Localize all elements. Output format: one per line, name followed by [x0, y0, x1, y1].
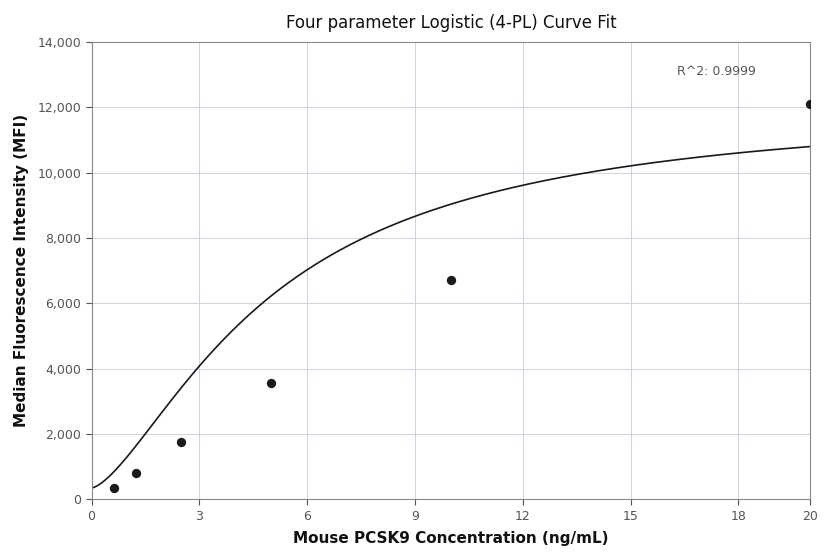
- X-axis label: Mouse PCSK9 Concentration (ng/mL): Mouse PCSK9 Concentration (ng/mL): [293, 531, 608, 546]
- Point: [444, 276, 458, 285]
- Point: [804, 99, 817, 108]
- Point: [265, 379, 278, 388]
- Y-axis label: Median Fluorescence Intensity (MFI): Median Fluorescence Intensity (MFI): [14, 114, 29, 427]
- Point: [107, 483, 121, 492]
- Point: [175, 438, 188, 447]
- Title: Four parameter Logistic (4-PL) Curve Fit: Four parameter Logistic (4-PL) Curve Fit: [285, 14, 617, 32]
- Point: [130, 469, 143, 478]
- Text: R^2: 0.9999: R^2: 0.9999: [677, 65, 756, 78]
